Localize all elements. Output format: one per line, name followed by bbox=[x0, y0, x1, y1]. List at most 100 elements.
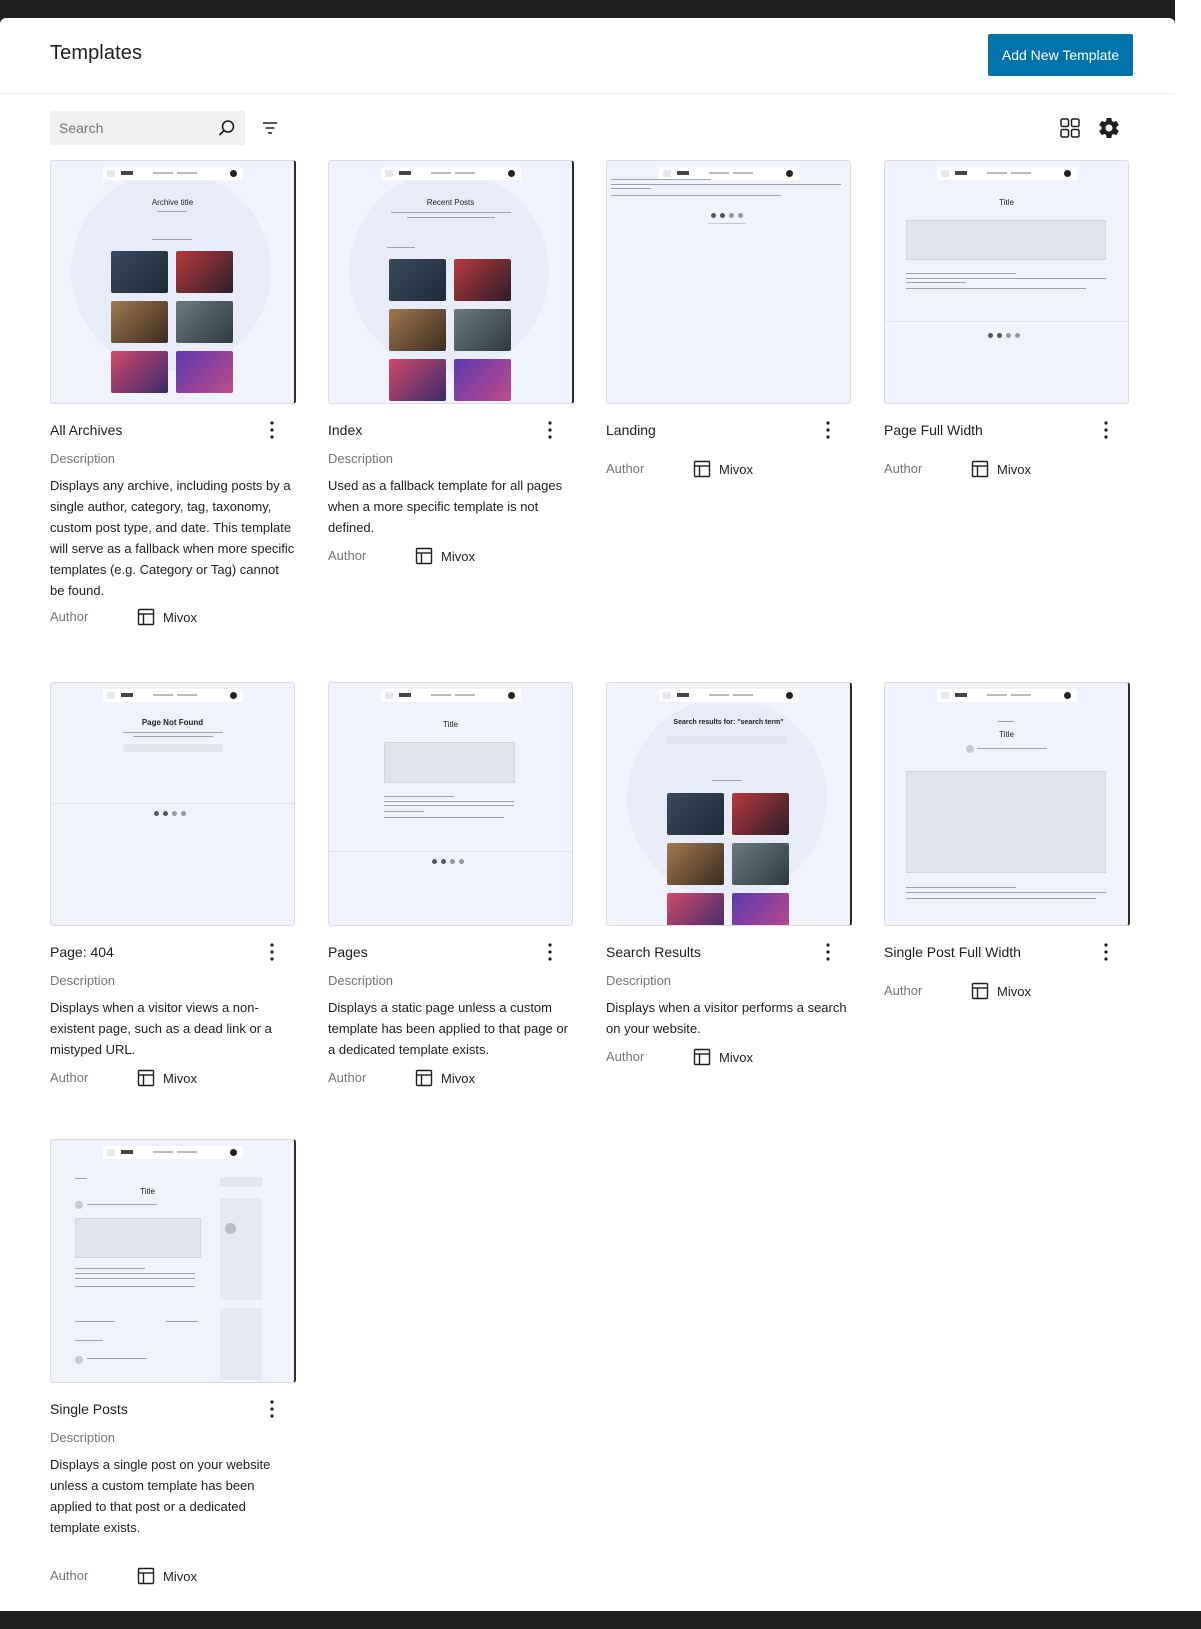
layout-template-icon bbox=[137, 1069, 155, 1087]
preview-nav bbox=[659, 167, 799, 180]
author-name: Mivox bbox=[163, 1071, 197, 1086]
template-card[interactable]: Search results for: "search term" Search… bbox=[606, 682, 852, 1066]
template-card[interactable]: Page Not Found Page: 404 Description Dis… bbox=[50, 682, 295, 1102]
more-vertical-icon[interactable] bbox=[260, 416, 284, 444]
template-preview[interactable]: Archive title bbox=[50, 160, 296, 404]
layout-template-icon bbox=[137, 608, 155, 626]
author-label: Author bbox=[328, 1070, 367, 1085]
template-title[interactable]: Landing bbox=[606, 422, 656, 438]
preview-post-tile bbox=[667, 893, 724, 925]
template-card[interactable]: Title Single Posts Description Displays … bbox=[50, 1139, 296, 1589]
page-title: Templates bbox=[50, 42, 143, 64]
author-name: Mivox bbox=[719, 462, 753, 477]
window-bottom-bar bbox=[0, 1611, 1201, 1629]
preview-heading: Title bbox=[443, 720, 458, 729]
description-label: Description bbox=[328, 451, 394, 466]
more-vertical-icon[interactable] bbox=[1094, 416, 1118, 444]
template-title[interactable]: Single Posts bbox=[50, 1401, 128, 1417]
template-description: Displays a single post on your website u… bbox=[50, 1457, 271, 1535]
author-row: Author Mivox bbox=[606, 459, 851, 483]
author-row: Author Mivox bbox=[50, 607, 295, 631]
template-preview[interactable]: Title bbox=[884, 160, 1129, 404]
template-description: Used as a fallback template for all page… bbox=[328, 478, 563, 535]
preview-nav bbox=[103, 1146, 243, 1159]
search-input[interactable] bbox=[50, 111, 219, 145]
preview-nav bbox=[103, 167, 243, 180]
template-preview[interactable]: Search results for: "search term" bbox=[606, 682, 852, 926]
author-row: Author Mivox bbox=[50, 1068, 295, 1092]
preview-heading: Archive title bbox=[151, 198, 194, 207]
author-name: Mivox bbox=[441, 1071, 475, 1086]
template-preview[interactable]: Title bbox=[50, 1139, 296, 1383]
author-label: Author bbox=[606, 461, 645, 476]
more-vertical-icon[interactable] bbox=[538, 416, 562, 444]
template-card[interactable]: Title Pages Description Displays a stati… bbox=[328, 682, 573, 1102]
preview-post-tile bbox=[111, 301, 168, 343]
author-label: Author bbox=[328, 548, 367, 563]
template-preview[interactable]: Page Not Found bbox=[50, 682, 295, 926]
more-vertical-icon[interactable] bbox=[260, 1395, 284, 1423]
preview-post-tile bbox=[667, 843, 724, 885]
description-label: Description bbox=[50, 973, 116, 988]
template-title[interactable]: Page Full Width bbox=[884, 422, 983, 438]
layout-template-icon bbox=[137, 1567, 155, 1585]
more-vertical-icon[interactable] bbox=[1094, 938, 1118, 966]
preview-post-tile bbox=[176, 251, 233, 293]
template-card[interactable]: Landing Author Mivox bbox=[606, 160, 851, 490]
preview-image-placeholder bbox=[75, 1218, 201, 1258]
author-label: Author bbox=[884, 461, 923, 476]
more-vertical-icon[interactable] bbox=[816, 416, 840, 444]
preview-post-tile bbox=[732, 843, 789, 885]
template-card[interactable]: Title Page Full Width Author Mivox bbox=[884, 160, 1129, 490]
template-preview[interactable]: Recent Posts bbox=[328, 160, 574, 404]
template-card[interactable]: Title Single Post Full Width Author Mivo… bbox=[884, 682, 1130, 1012]
filter-icon[interactable] bbox=[260, 118, 280, 138]
author-name: Mivox bbox=[163, 1569, 197, 1584]
preview-post-tile bbox=[667, 793, 724, 835]
author-name: Mivox bbox=[719, 1050, 753, 1065]
template-title[interactable]: All Archives bbox=[50, 422, 123, 438]
preview-post-tile bbox=[454, 309, 511, 351]
template-preview[interactable] bbox=[606, 160, 851, 404]
template-card[interactable]: Recent Posts Index Description Used as a… bbox=[328, 160, 574, 580]
gear-icon[interactable] bbox=[1097, 116, 1121, 140]
template-title[interactable]: Page: 404 bbox=[50, 944, 114, 960]
author-row: Author Mivox bbox=[884, 981, 1129, 1005]
template-title[interactable]: Index bbox=[328, 422, 363, 438]
author-label: Author bbox=[50, 609, 89, 624]
preview-post-tile bbox=[732, 893, 789, 925]
grid-view-icon[interactable] bbox=[1059, 117, 1081, 139]
add-new-template-button[interactable]: Add New Template bbox=[988, 34, 1133, 76]
preview-post-tile bbox=[389, 359, 446, 401]
layout-template-icon bbox=[415, 547, 433, 565]
template-preview[interactable]: Title bbox=[328, 682, 573, 926]
preview-post-tile bbox=[111, 351, 168, 393]
search-field[interactable] bbox=[50, 111, 245, 145]
preview-image-placeholder bbox=[906, 771, 1106, 873]
template-title[interactable]: Pages bbox=[328, 944, 368, 960]
template-description: Displays any archive, including posts by… bbox=[50, 478, 295, 598]
author-label: Author bbox=[50, 1568, 89, 1583]
description-label: Description bbox=[328, 973, 394, 988]
author-name: Mivox bbox=[441, 549, 475, 564]
description-label: Description bbox=[50, 1430, 116, 1445]
preview-nav bbox=[937, 167, 1077, 180]
preview-nav bbox=[103, 689, 243, 702]
preview-nav bbox=[937, 689, 1077, 702]
more-vertical-icon[interactable] bbox=[816, 938, 840, 966]
page-header: Templates Add New Template bbox=[0, 18, 1175, 94]
preview-nav bbox=[381, 167, 521, 180]
template-title[interactable]: Single Post Full Width bbox=[884, 944, 1021, 960]
templates-panel: Templates Add New Template Archive title bbox=[0, 18, 1175, 1611]
template-card[interactable]: Archive title All Archives Description D… bbox=[50, 160, 296, 631]
layout-template-icon bbox=[693, 1048, 711, 1066]
author-name: Mivox bbox=[997, 984, 1031, 999]
more-vertical-icon[interactable] bbox=[538, 938, 562, 966]
layout-template-icon bbox=[693, 460, 711, 478]
template-title[interactable]: Search Results bbox=[606, 944, 701, 960]
description-label: Description bbox=[50, 451, 116, 466]
more-vertical-icon[interactable] bbox=[260, 938, 284, 966]
search-icon[interactable] bbox=[218, 119, 236, 137]
author-name: Mivox bbox=[163, 610, 197, 625]
template-preview[interactable]: Title bbox=[884, 682, 1130, 926]
